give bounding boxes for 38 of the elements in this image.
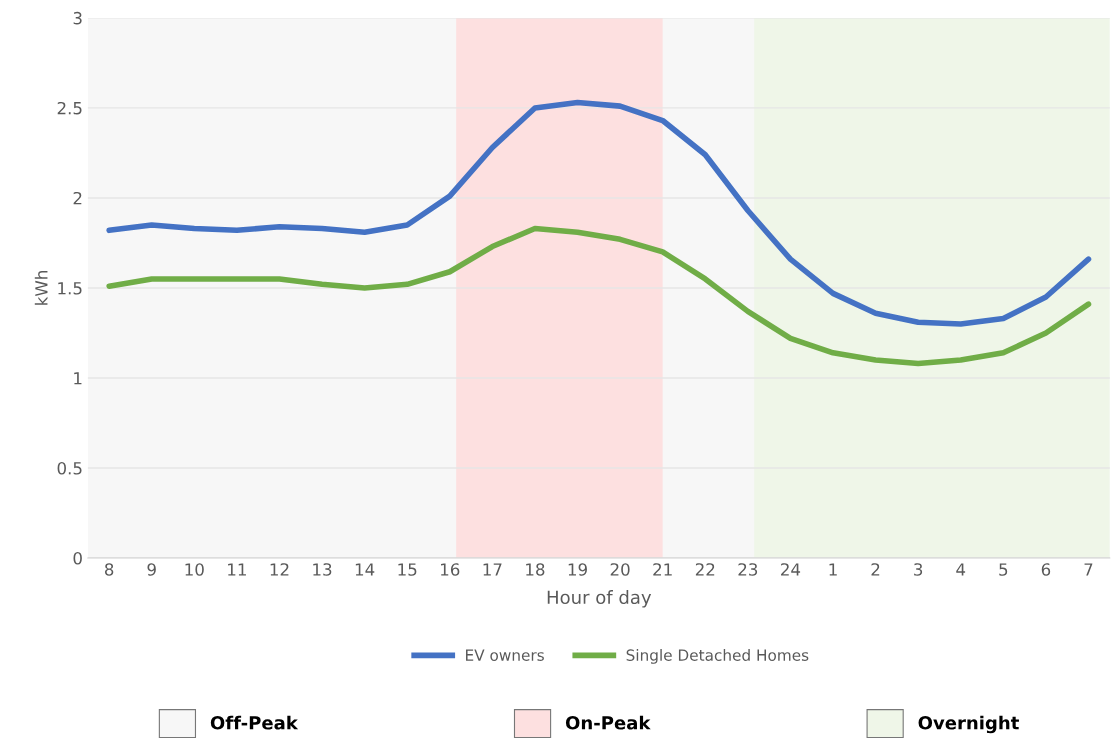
- y-axis-title: kWh: [34, 271, 48, 305]
- x-tick-label: 10: [185, 563, 204, 576]
- x-tick-label: 18: [526, 563, 545, 576]
- x-tick-label: 14: [355, 563, 375, 576]
- x-axis-title: Hour of day: [547, 590, 652, 608]
- x-tick-label: 17: [483, 563, 502, 576]
- x-tick-label: 12: [270, 563, 289, 576]
- y-tick-label: 0.5: [57, 461, 82, 475]
- y-tick-label: 2: [73, 191, 82, 205]
- x-tick-label: 15: [398, 563, 417, 576]
- x-tick-label: 6: [1041, 563, 1051, 576]
- x-tick-label: 11: [228, 563, 246, 576]
- x-tick-label: 3: [914, 563, 923, 576]
- x-tick-label: 24: [781, 563, 801, 576]
- x-tick-label: 9: [147, 563, 156, 576]
- x-tick-label: 16: [441, 563, 460, 576]
- x-tick-label: 21: [653, 563, 672, 576]
- x-tick-label: 8: [104, 563, 114, 576]
- legend-label: Off-Peak: [210, 715, 299, 730]
- y-tick-label: 0: [73, 551, 82, 565]
- x-tick-label: 19: [568, 563, 587, 576]
- x-tick-label: 5: [999, 563, 1008, 576]
- y-tick-label: 1: [74, 372, 82, 385]
- x-tick-label: 1: [829, 563, 837, 576]
- y-tick-label: 2.5: [57, 101, 82, 115]
- legend-label: EV owners: [466, 649, 544, 661]
- x-tick-label: 7: [1084, 563, 1093, 576]
- x-tick-label: 13: [313, 563, 332, 576]
- legend-label: Single Detached Homes: [626, 649, 809, 664]
- y-tick-label: 3: [73, 11, 82, 25]
- x-tick-label: 2: [871, 563, 880, 576]
- y-tick-label: 1.5: [58, 282, 82, 295]
- legend-label: Overnight: [918, 715, 1019, 734]
- x-tick-label: 20: [610, 563, 630, 576]
- x-tick-label: 23: [738, 563, 758, 576]
- x-tick-label: 4: [956, 563, 966, 576]
- x-tick-label: 22: [695, 563, 715, 576]
- legend-label: On-Peak: [565, 715, 651, 730]
